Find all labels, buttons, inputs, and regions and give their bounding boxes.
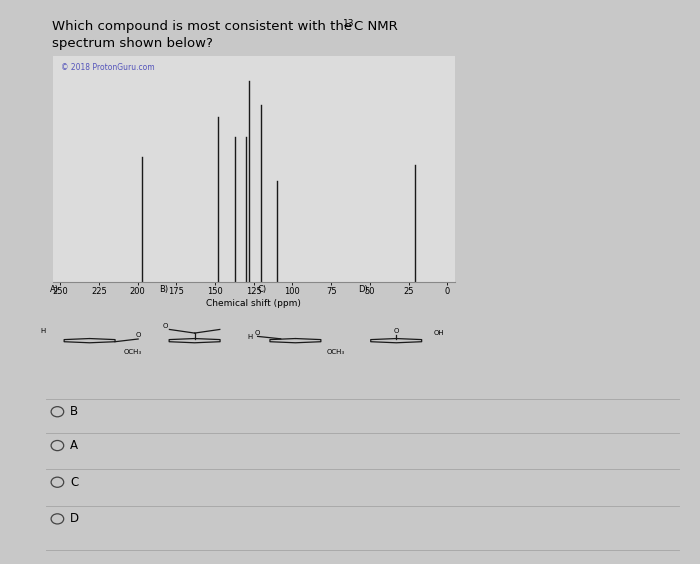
Text: Which compound is most consistent with the: Which compound is most consistent with t… — [52, 20, 357, 33]
Text: OCH₃: OCH₃ — [123, 349, 141, 355]
Text: C): C) — [258, 285, 267, 294]
Text: C: C — [70, 475, 78, 489]
Text: H: H — [41, 328, 46, 334]
Text: A: A — [70, 439, 78, 452]
Text: H: H — [247, 334, 252, 340]
Text: O: O — [393, 328, 399, 334]
Text: B): B) — [159, 285, 168, 294]
Text: C NMR: C NMR — [354, 20, 398, 33]
Text: D: D — [70, 512, 79, 526]
Text: A): A) — [50, 285, 59, 294]
X-axis label: Chemical shift (ppm): Chemical shift (ppm) — [206, 299, 301, 307]
Text: O: O — [162, 323, 168, 329]
Text: 13: 13 — [343, 19, 354, 28]
Text: D): D) — [358, 285, 368, 294]
Text: B: B — [70, 405, 78, 418]
Text: O: O — [255, 329, 260, 336]
Text: © 2018 ProtonGuru.com: © 2018 ProtonGuru.com — [60, 63, 154, 72]
Text: OH: OH — [434, 330, 444, 336]
Text: spectrum shown below?: spectrum shown below? — [52, 37, 214, 50]
Text: O: O — [136, 332, 141, 338]
Text: OCH₃: OCH₃ — [327, 349, 345, 355]
